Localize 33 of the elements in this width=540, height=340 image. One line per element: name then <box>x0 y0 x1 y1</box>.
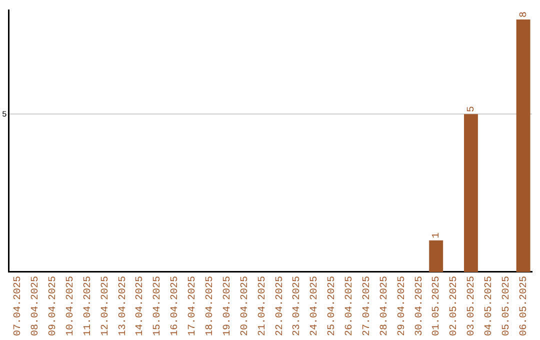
x-tick-label: 02.05.2025 <box>449 276 460 336</box>
x-tick-label: 24.04.2025 <box>310 276 321 336</box>
x-tick-label: 08.04.2025 <box>30 276 42 336</box>
x-tick-label: 27.04.2025 <box>362 276 373 336</box>
x-tick-label: 25.04.2025 <box>327 276 338 336</box>
x-tick-label: 06.05.2025 <box>518 276 530 336</box>
x-tick-label: 17.04.2025 <box>188 276 199 336</box>
x-tick-label: 16.04.2025 <box>170 276 182 336</box>
data-label: 5 <box>466 106 478 112</box>
x-tick-label: 03.05.2025 <box>466 276 478 336</box>
x-tick-label: 11.04.2025 <box>82 276 94 336</box>
x-tick-label: 04.05.2025 <box>484 276 496 336</box>
x-tick-label: 13.04.2025 <box>118 276 129 336</box>
x-tick-label: 12.04.2025 <box>100 276 112 336</box>
x-tick-label: 21.04.2025 <box>257 276 268 336</box>
x-tick-label: 09.04.2025 <box>48 276 60 336</box>
x-tick-label: 30.04.2025 <box>414 276 426 336</box>
x-tick-label: 26.04.2025 <box>344 276 356 336</box>
x-tick-label: 05.05.2025 <box>501 276 512 336</box>
x-tick-label: 23.04.2025 <box>292 276 304 336</box>
x-tick-label: 22.04.2025 <box>274 276 286 336</box>
x-tick-label: 18.04.2025 <box>205 276 216 336</box>
x-tick-label: 28.04.2025 <box>379 276 390 336</box>
x-tick-label: 20.04.2025 <box>240 276 251 336</box>
x-tick-label: 01.05.2025 <box>432 276 443 336</box>
x-tick-label: 19.04.2025 <box>222 276 234 336</box>
x-tick-label: 15.04.2025 <box>152 276 164 336</box>
x-tick-label: 10.04.2025 <box>65 276 76 336</box>
data-label: 1 <box>432 232 443 238</box>
x-tick-label: 14.04.2025 <box>135 276 146 336</box>
data-label: 8 <box>518 11 530 18</box>
x-tick-label: 07.04.2025 <box>13 276 24 336</box>
x-tick-label: 29.04.2025 <box>396 276 408 336</box>
